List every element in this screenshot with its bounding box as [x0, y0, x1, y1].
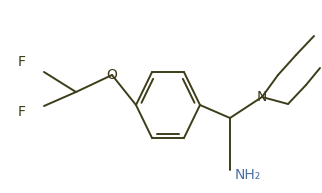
Text: F: F [18, 55, 26, 69]
Text: NH₂: NH₂ [235, 168, 261, 182]
Text: F: F [18, 105, 26, 119]
Text: O: O [107, 68, 118, 82]
Text: N: N [257, 90, 267, 104]
